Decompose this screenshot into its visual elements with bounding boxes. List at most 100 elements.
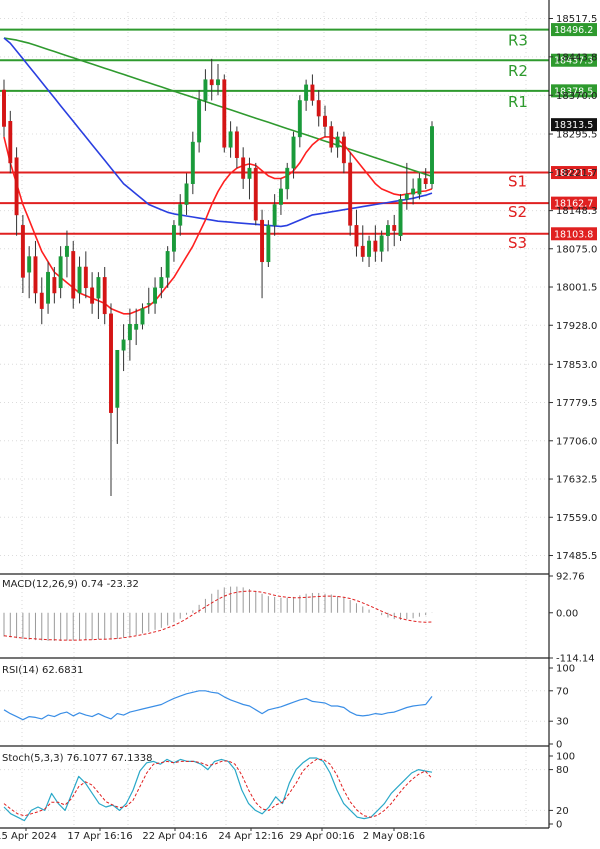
- candle-body: [46, 271, 51, 304]
- y-tick-label: 18075.0: [556, 244, 597, 255]
- candle-body: [77, 266, 82, 294]
- candle-body: [266, 225, 271, 263]
- candle-body: [146, 303, 151, 305]
- rsi-y-tick-label: 70: [556, 686, 569, 697]
- level-tag-r2: 18437.3: [554, 56, 593, 67]
- x-tick-label: 29 Apr 00:16: [289, 831, 354, 842]
- candle-body: [297, 100, 302, 138]
- y-tick-label: 18370.0: [556, 91, 597, 102]
- candle-body: [197, 100, 202, 143]
- candle-body: [379, 235, 384, 252]
- y-tick-label: 18295.5: [556, 130, 597, 141]
- candle-body: [90, 287, 95, 304]
- level-tag-bg-s2: [551, 196, 597, 210]
- candle-body: [178, 204, 183, 226]
- candle-body: [184, 183, 189, 205]
- stoch-label: Stoch(5,3,3) 76.1077 67.1338: [2, 753, 153, 764]
- candle-body: [58, 256, 63, 289]
- candle-body: [272, 204, 277, 226]
- rsi-y-tick-label: 100: [556, 664, 575, 675]
- level-label-r2: R2: [508, 62, 528, 80]
- candle-body: [329, 126, 334, 148]
- candle-body: [398, 199, 403, 237]
- stoch-y-tick-label: 80: [556, 765, 569, 776]
- level-tag-bg-s1: [551, 166, 597, 180]
- candle-body: [423, 178, 428, 184]
- candle-body: [411, 188, 416, 195]
- y-tick-label: 18443.8: [556, 52, 597, 63]
- candle-body: [159, 277, 164, 289]
- candle-body: [127, 323, 132, 341]
- candle-body: [260, 219, 265, 263]
- price-tag-bg: [551, 118, 597, 132]
- candle-body: [373, 240, 378, 252]
- macd-y-tick-label: 0.00: [556, 608, 578, 619]
- stoch-y-tick-label: 20: [556, 806, 569, 817]
- x-tick-label: 2 May 08:16: [363, 831, 425, 842]
- level-tag-r3: 18496.2: [554, 25, 593, 36]
- y-tick-label: 18517.5: [556, 14, 597, 25]
- level-tag-s2: 18162.7: [554, 199, 593, 210]
- macd-y-tick-label: -114.14: [556, 654, 595, 665]
- level-tag-bg-r3: [551, 23, 597, 37]
- macd-panel: 92.76 0.00 -114.14 MACD(12,26,9) 0.74 -23.3…: [2, 572, 595, 665]
- candle-body: [367, 240, 372, 257]
- y-tick-label: 17853.0: [556, 360, 597, 371]
- macd-signal-line: [3, 590, 433, 641]
- candle-body: [278, 188, 283, 205]
- y-tick-label: 17632.5: [556, 475, 597, 486]
- candle-body: [134, 323, 139, 330]
- candle-body: [14, 157, 19, 216]
- level-tag-r1: 18378.5: [554, 86, 593, 97]
- candle-body: [121, 339, 126, 351]
- candle-body: [64, 245, 69, 257]
- stoch-y-tick-label: 0: [556, 820, 562, 831]
- candle-body: [102, 277, 107, 315]
- ma-blue-line: [3, 37, 433, 228]
- level-tag-s1: 18221.5: [554, 168, 593, 179]
- candle-body: [222, 79, 227, 148]
- stoch-panel: 100 80 20 0 Stoch(5,3,3) 76.1077 67.1338: [0, 752, 575, 831]
- candle-body: [8, 121, 13, 164]
- candle-body: [2, 89, 6, 127]
- level-label-r1: R1: [508, 93, 528, 111]
- y-tick-label: 17706.0: [556, 436, 597, 447]
- level-label-r3: R3: [508, 32, 528, 50]
- candle-body: [335, 136, 340, 148]
- candle-body: [323, 115, 327, 127]
- level-tag-bg-r1: [551, 84, 597, 98]
- rsi-label: RSI(14) 62.6831: [2, 665, 83, 676]
- x-tick-label: 17 Apr 16:16: [67, 831, 132, 842]
- y-tick-label: 17485.5: [556, 551, 597, 562]
- ma-green-line: [3, 37, 433, 178]
- level-label-s2: S2: [508, 203, 527, 221]
- candle-body: [247, 167, 252, 179]
- candle-body: [316, 100, 321, 117]
- grid: [0, 12, 549, 828]
- candle-body: [216, 79, 220, 86]
- candle-body: [348, 162, 353, 226]
- candle-body: [285, 167, 290, 190]
- candle-body: [83, 266, 88, 289]
- candle-body: [39, 292, 44, 309]
- price-tag: 18313.5: [554, 120, 593, 131]
- candle-body: [153, 287, 158, 304]
- candle-body: [234, 131, 239, 158]
- macd-label: MACD(12,26,9) 0.74 -23.32: [2, 579, 139, 590]
- rsi-panel: 100 70 30 0 RSI(14) 62.6831: [0, 664, 575, 751]
- rsi-y-tick-label: 0: [556, 740, 562, 751]
- y-tick-label: 17779.5: [556, 398, 597, 409]
- rsi-y-tick-label: 30: [556, 717, 569, 728]
- x-tick-label: 15 Apr 2024: [0, 831, 57, 842]
- candle-body: [171, 225, 176, 252]
- y-tick-label: 18221.7: [556, 168, 597, 179]
- candle-body: [341, 136, 346, 164]
- candle-body: [115, 349, 120, 408]
- candle-body: [109, 313, 113, 413]
- stoch-d-line: [3, 758, 433, 818]
- rsi-line: [3, 690, 433, 721]
- stoch-k-line: [3, 757, 433, 822]
